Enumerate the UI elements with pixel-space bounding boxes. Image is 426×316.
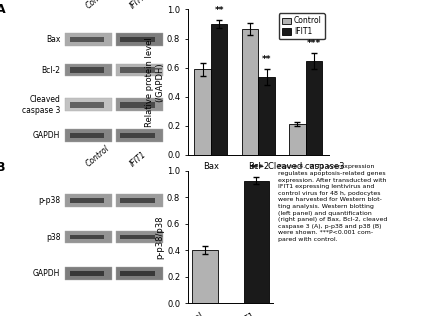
Bar xyxy=(70,133,104,138)
Text: Cleaved
caspase 3: Cleaved caspase 3 xyxy=(22,95,60,115)
Text: **: ** xyxy=(261,55,271,64)
Text: Bax: Bax xyxy=(46,35,60,44)
Bar xyxy=(115,267,162,280)
Text: IFIT1: IFIT1 xyxy=(128,150,148,169)
Bar xyxy=(115,194,162,207)
Bar xyxy=(194,69,210,155)
Bar xyxy=(70,235,104,239)
Bar xyxy=(120,67,154,73)
Text: A: A xyxy=(0,3,5,16)
Text: B: B xyxy=(0,161,5,174)
Y-axis label: p-p38/p38: p-p38/p38 xyxy=(155,215,164,259)
Bar xyxy=(120,271,154,276)
Bar xyxy=(115,99,162,111)
Bar xyxy=(65,64,112,76)
Bar xyxy=(120,198,154,203)
Text: p38: p38 xyxy=(46,233,60,241)
Bar xyxy=(241,29,258,155)
Bar xyxy=(115,33,162,46)
Text: p-p38: p-p38 xyxy=(38,196,60,205)
Bar xyxy=(70,102,104,108)
Text: Control: Control xyxy=(84,0,111,11)
Bar xyxy=(210,24,227,155)
Text: Figure 4.  IFIT1 overexpression
regulates apoptosis-related genes
expression. Af: Figure 4. IFIT1 overexpression regulates… xyxy=(277,164,386,242)
Text: IFIT1: IFIT1 xyxy=(128,0,148,11)
Bar xyxy=(191,250,217,303)
Bar xyxy=(243,181,269,303)
Y-axis label: Relative protein level
(/GAPDH): Relative protein level (/GAPDH) xyxy=(144,37,164,127)
Text: GAPDH: GAPDH xyxy=(33,269,60,278)
Bar xyxy=(65,194,112,207)
Text: **: ** xyxy=(214,6,223,15)
Bar xyxy=(65,231,112,243)
Bar xyxy=(115,231,162,243)
Bar xyxy=(70,67,104,73)
Legend: Control, IFIT1: Control, IFIT1 xyxy=(278,13,324,39)
Bar xyxy=(70,198,104,203)
Bar xyxy=(115,129,162,142)
Bar xyxy=(65,267,112,280)
Text: ***: *** xyxy=(249,164,263,173)
Bar xyxy=(65,33,112,46)
Bar xyxy=(65,129,112,142)
Text: GAPDH: GAPDH xyxy=(33,131,60,140)
Bar xyxy=(305,61,322,155)
Bar xyxy=(70,271,104,276)
Bar xyxy=(65,99,112,111)
Bar xyxy=(288,124,305,155)
Bar xyxy=(120,102,154,108)
Bar xyxy=(70,37,104,42)
Bar xyxy=(120,235,154,239)
Bar xyxy=(115,64,162,76)
Text: Control: Control xyxy=(84,144,111,169)
Bar xyxy=(258,77,274,155)
Text: ***: *** xyxy=(306,39,320,48)
Bar xyxy=(120,133,154,138)
Bar xyxy=(120,37,154,42)
Text: Bcl-2: Bcl-2 xyxy=(41,65,60,75)
